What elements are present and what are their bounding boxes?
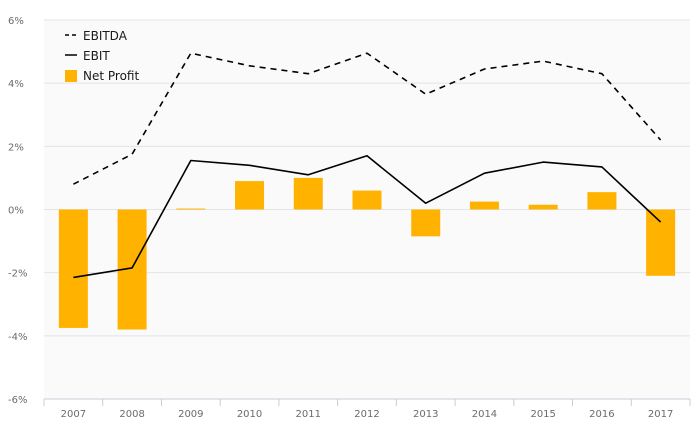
y-tick-label: 4% bbox=[8, 79, 24, 90]
legend-item-net-profit[interactable]: Net Profit bbox=[65, 69, 139, 83]
x-axis: 2007 2008 2009 2010 2011 2012 2013 2014 2015 2016… bbox=[43, 398, 691, 420]
bar-net-profit[interactable] bbox=[293, 177, 323, 210]
bar-net-profit[interactable] bbox=[235, 181, 265, 210]
y-axis: 6% 4% 2% 0% -2% -4% -6% bbox=[8, 16, 27, 406]
x-tick-label: 2017 bbox=[648, 409, 673, 420]
bar-net-profit[interactable] bbox=[528, 204, 558, 210]
bar-net-profit[interactable] bbox=[352, 190, 382, 210]
y-tick-label: -6% bbox=[8, 395, 27, 406]
x-tick-label: 2007 bbox=[61, 409, 86, 420]
bar-net-profit[interactable] bbox=[58, 209, 88, 328]
bar-net-profit[interactable] bbox=[646, 209, 676, 276]
legend: EBITDA EBIT Net Profit bbox=[65, 29, 139, 83]
y-tick-label: 2% bbox=[8, 142, 24, 153]
legend-item-ebitda[interactable]: EBITDA bbox=[65, 29, 128, 43]
line-ebit[interactable] bbox=[73, 155, 662, 279]
x-tick-label: 2013 bbox=[413, 409, 438, 420]
legend-swatch-net-profit bbox=[65, 70, 77, 82]
line-ebitda[interactable] bbox=[73, 52, 662, 185]
bar-net-profit[interactable] bbox=[176, 208, 206, 210]
legend-label-ebitda: EBITDA bbox=[83, 29, 128, 43]
line-series bbox=[73, 52, 662, 279]
x-tick-label: 2010 bbox=[237, 409, 262, 420]
x-tick-label: 2015 bbox=[530, 409, 555, 420]
x-tick-label: 2011 bbox=[296, 409, 321, 420]
legend-label-net-profit: Net Profit bbox=[83, 69, 139, 83]
legend-item-ebit[interactable]: EBIT bbox=[65, 49, 110, 63]
x-tick-label: 2008 bbox=[119, 409, 144, 420]
x-tick-label: 2016 bbox=[589, 409, 614, 420]
y-tick-label: 0% bbox=[8, 206, 24, 217]
y-tick-label: -2% bbox=[8, 269, 27, 280]
bar-net-profit[interactable] bbox=[587, 192, 617, 210]
y-tick-label: -4% bbox=[8, 332, 27, 343]
legend-label-ebit: EBIT bbox=[83, 49, 110, 63]
y-tick-label: 6% bbox=[8, 16, 24, 27]
x-tick-label: 2012 bbox=[354, 409, 379, 420]
bar-net-profit[interactable] bbox=[469, 201, 499, 210]
bar-net-profit[interactable] bbox=[411, 209, 441, 237]
x-tick-label: 2014 bbox=[472, 409, 497, 420]
x-tick-label: 2009 bbox=[178, 409, 203, 420]
